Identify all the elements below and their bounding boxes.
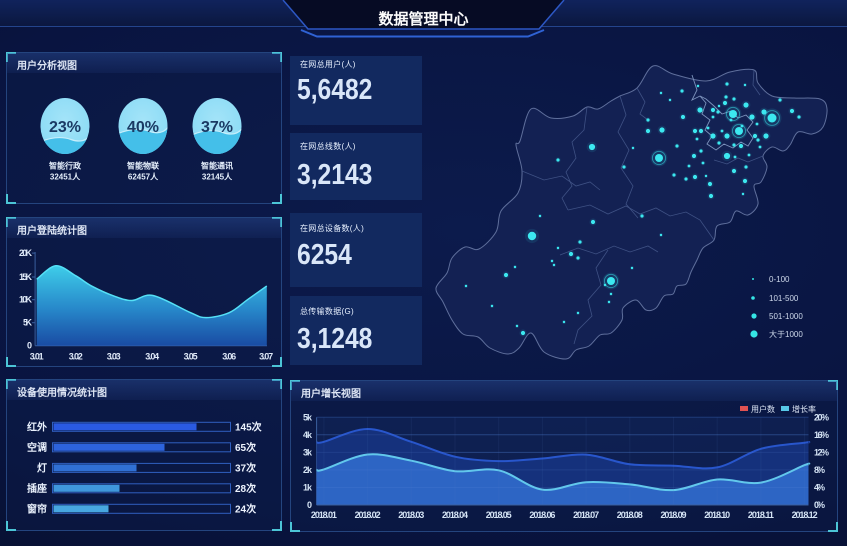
svg-text:2018.05: 2018.05 — [486, 510, 512, 520]
svg-text:65次: 65次 — [235, 441, 256, 454]
svg-text:4k: 4k — [303, 430, 313, 440]
svg-text:2018.08: 2018.08 — [617, 510, 643, 520]
svg-text:2018.09: 2018.09 — [661, 510, 687, 520]
svg-text:15K: 15K — [19, 272, 33, 282]
svg-text:2018.04: 2018.04 — [442, 510, 468, 520]
svg-text:空调: 空调 — [27, 441, 47, 454]
svg-text:3.03: 3.03 — [107, 352, 121, 362]
svg-text:1k: 1k — [303, 483, 313, 493]
svg-text:24次: 24次 — [235, 502, 256, 515]
svg-text:3k: 3k — [303, 447, 313, 457]
svg-text:0: 0 — [27, 341, 32, 351]
svg-text:3.04: 3.04 — [145, 352, 159, 362]
svg-text:2k: 2k — [303, 465, 313, 475]
svg-text:智能物联: 智能物联 — [127, 161, 159, 171]
svg-text:23%: 23% — [49, 119, 81, 136]
svg-text:62457人: 62457人 — [128, 172, 159, 182]
svg-text:28次: 28次 — [235, 482, 256, 495]
svg-text:37%: 37% — [201, 119, 233, 136]
svg-text:32451人: 32451人 — [50, 172, 81, 182]
svg-text:4%: 4% — [814, 483, 825, 493]
svg-text:0%: 0% — [814, 500, 825, 510]
svg-text:20%: 20% — [814, 412, 829, 422]
svg-text:2018.01: 2018.01 — [311, 510, 337, 520]
svg-text:2018.02: 2018.02 — [355, 510, 381, 520]
svg-text:插座: 插座 — [27, 482, 47, 495]
svg-text:20K: 20K — [19, 248, 33, 258]
svg-text:智能行政: 智能行政 — [49, 161, 81, 171]
svg-text:3.07: 3.07 — [259, 352, 273, 362]
svg-text:3.06: 3.06 — [222, 352, 236, 362]
svg-text:智能通讯: 智能通讯 — [201, 161, 233, 171]
svg-text:0-100: 0-100 — [769, 275, 790, 284]
svg-text:0: 0 — [307, 500, 312, 510]
svg-text:3.02: 3.02 — [69, 352, 83, 362]
svg-text:101-500: 101-500 — [769, 294, 799, 303]
svg-text:145次: 145次 — [235, 420, 262, 433]
svg-text:5K: 5K — [23, 318, 33, 328]
svg-text:2018.10: 2018.10 — [704, 510, 730, 520]
svg-text:3.01: 3.01 — [30, 352, 44, 362]
svg-text:501-1000: 501-1000 — [769, 312, 803, 321]
svg-text:增长率: 增长率 — [792, 404, 816, 414]
svg-text:12%: 12% — [814, 447, 829, 457]
svg-text:5k: 5k — [303, 412, 313, 422]
svg-text:2018.06: 2018.06 — [529, 510, 555, 520]
svg-text:3.05: 3.05 — [184, 352, 198, 362]
svg-text:10K: 10K — [19, 295, 33, 305]
svg-text:灯: 灯 — [37, 461, 47, 474]
svg-text:32145人: 32145人 — [202, 172, 233, 182]
svg-text:大于1000: 大于1000 — [769, 329, 803, 339]
svg-text:红外: 红外 — [27, 420, 47, 433]
svg-text:8%: 8% — [814, 465, 825, 475]
svg-text:2018.07: 2018.07 — [573, 510, 599, 520]
svg-text:2018.12: 2018.12 — [792, 510, 818, 520]
svg-text:用户数: 用户数 — [751, 404, 775, 414]
svg-text:2018.03: 2018.03 — [398, 510, 424, 520]
svg-text:16%: 16% — [814, 430, 829, 440]
svg-text:窗帘: 窗帘 — [27, 502, 47, 515]
svg-text:37次: 37次 — [235, 461, 256, 474]
svg-text:2018.11: 2018.11 — [748, 510, 774, 520]
svg-text:40%: 40% — [127, 119, 159, 136]
